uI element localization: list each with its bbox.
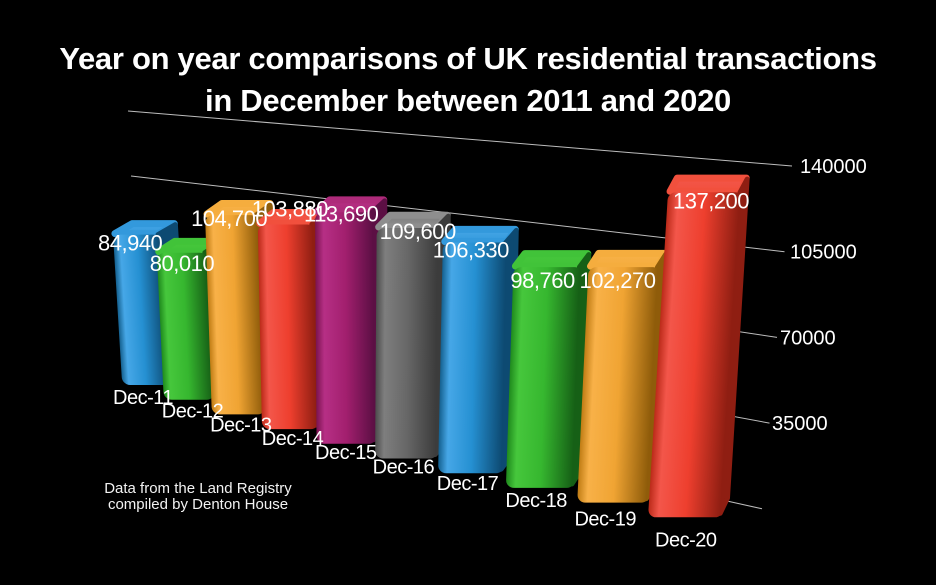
bar-top-face-dec-19: [587, 249, 669, 270]
category-label-dec-17: Dec-17: [437, 473, 499, 495]
bars-layer: [111, 174, 750, 518]
category-label-dec-19: Dec-19: [574, 509, 636, 531]
bar-front-face-dec-13: [205, 215, 266, 415]
category-label-dec-13: Dec-13: [210, 414, 272, 436]
bar-front-face-dec-14: [257, 224, 319, 430]
bar-front-face-dec-15: [315, 212, 377, 444]
value-label-dec-19: 102,270: [579, 268, 655, 293]
y-tick-label-35000: 35000: [772, 413, 828, 435]
category-label-dec-18: Dec-18: [505, 490, 567, 512]
value-label-dec-16: 109,600: [380, 219, 456, 244]
category-label-dec-12: Dec-12: [162, 401, 224, 423]
source-note-line2: compiled by Denton House: [107, 496, 289, 513]
source-note-line1: Data from the Land Registry: [104, 480, 292, 497]
category-label-dec-15: Dec-15: [315, 442, 377, 464]
bar-front-face-dec-16: [375, 228, 440, 459]
bar-dec-18: [506, 250, 592, 488]
value-label-dec-11: 84,940: [98, 231, 163, 256]
y-tick-label-105000: 105000: [790, 242, 857, 264]
chart-title-line1: Year on year comparisons of UK residenti…: [59, 41, 877, 76]
category-label-dec-20: Dec-20: [655, 529, 717, 551]
category-label-dec-11: Dec-11: [113, 387, 173, 409]
value-label-dec-15: 113,690: [304, 201, 379, 226]
bar-dec-17: [438, 225, 519, 474]
labels-layer: 84,940 Dec-11 80,010 Dec-12 104,700 Dec-13 103…: [98, 188, 750, 551]
source-note: Data from the Land Registry compiled by …: [98, 481, 298, 513]
bar-top-face-dec-18: [511, 250, 592, 270]
bar-front-face-dec-11: [113, 234, 170, 385]
chart-title-line2: in December between 2011 and 2020: [205, 83, 731, 118]
bar-front-face-dec-19: [577, 267, 661, 503]
bar-front-face-dec-17: [438, 242, 509, 474]
value-label-dec-14: 103,880: [252, 196, 328, 221]
value-label-dec-17: 106,330: [433, 238, 509, 263]
bar-front-face-dec-20: [648, 192, 743, 518]
value-label-dec-20: 137,200: [673, 188, 749, 213]
gridline-140000: [127, 110, 793, 167]
value-label-dec-13: 104,700: [191, 206, 267, 231]
y-tick-label-70000: 70000: [780, 327, 836, 349]
bar-front-face-dec-12: [157, 252, 215, 400]
value-label-dec-18: 98,760: [510, 268, 575, 293]
category-label-dec-14: Dec-14: [262, 428, 324, 450]
bar-front-face-dec-18: [506, 267, 583, 488]
value-label-dec-12: 80,010: [150, 251, 215, 276]
chart-title: Year on year comparisons of UK residenti…: [0, 38, 936, 122]
y-tick-label-140000: 140000: [800, 156, 867, 178]
category-label-dec-16: Dec-16: [373, 457, 435, 479]
bar-dec-20: [648, 174, 750, 518]
